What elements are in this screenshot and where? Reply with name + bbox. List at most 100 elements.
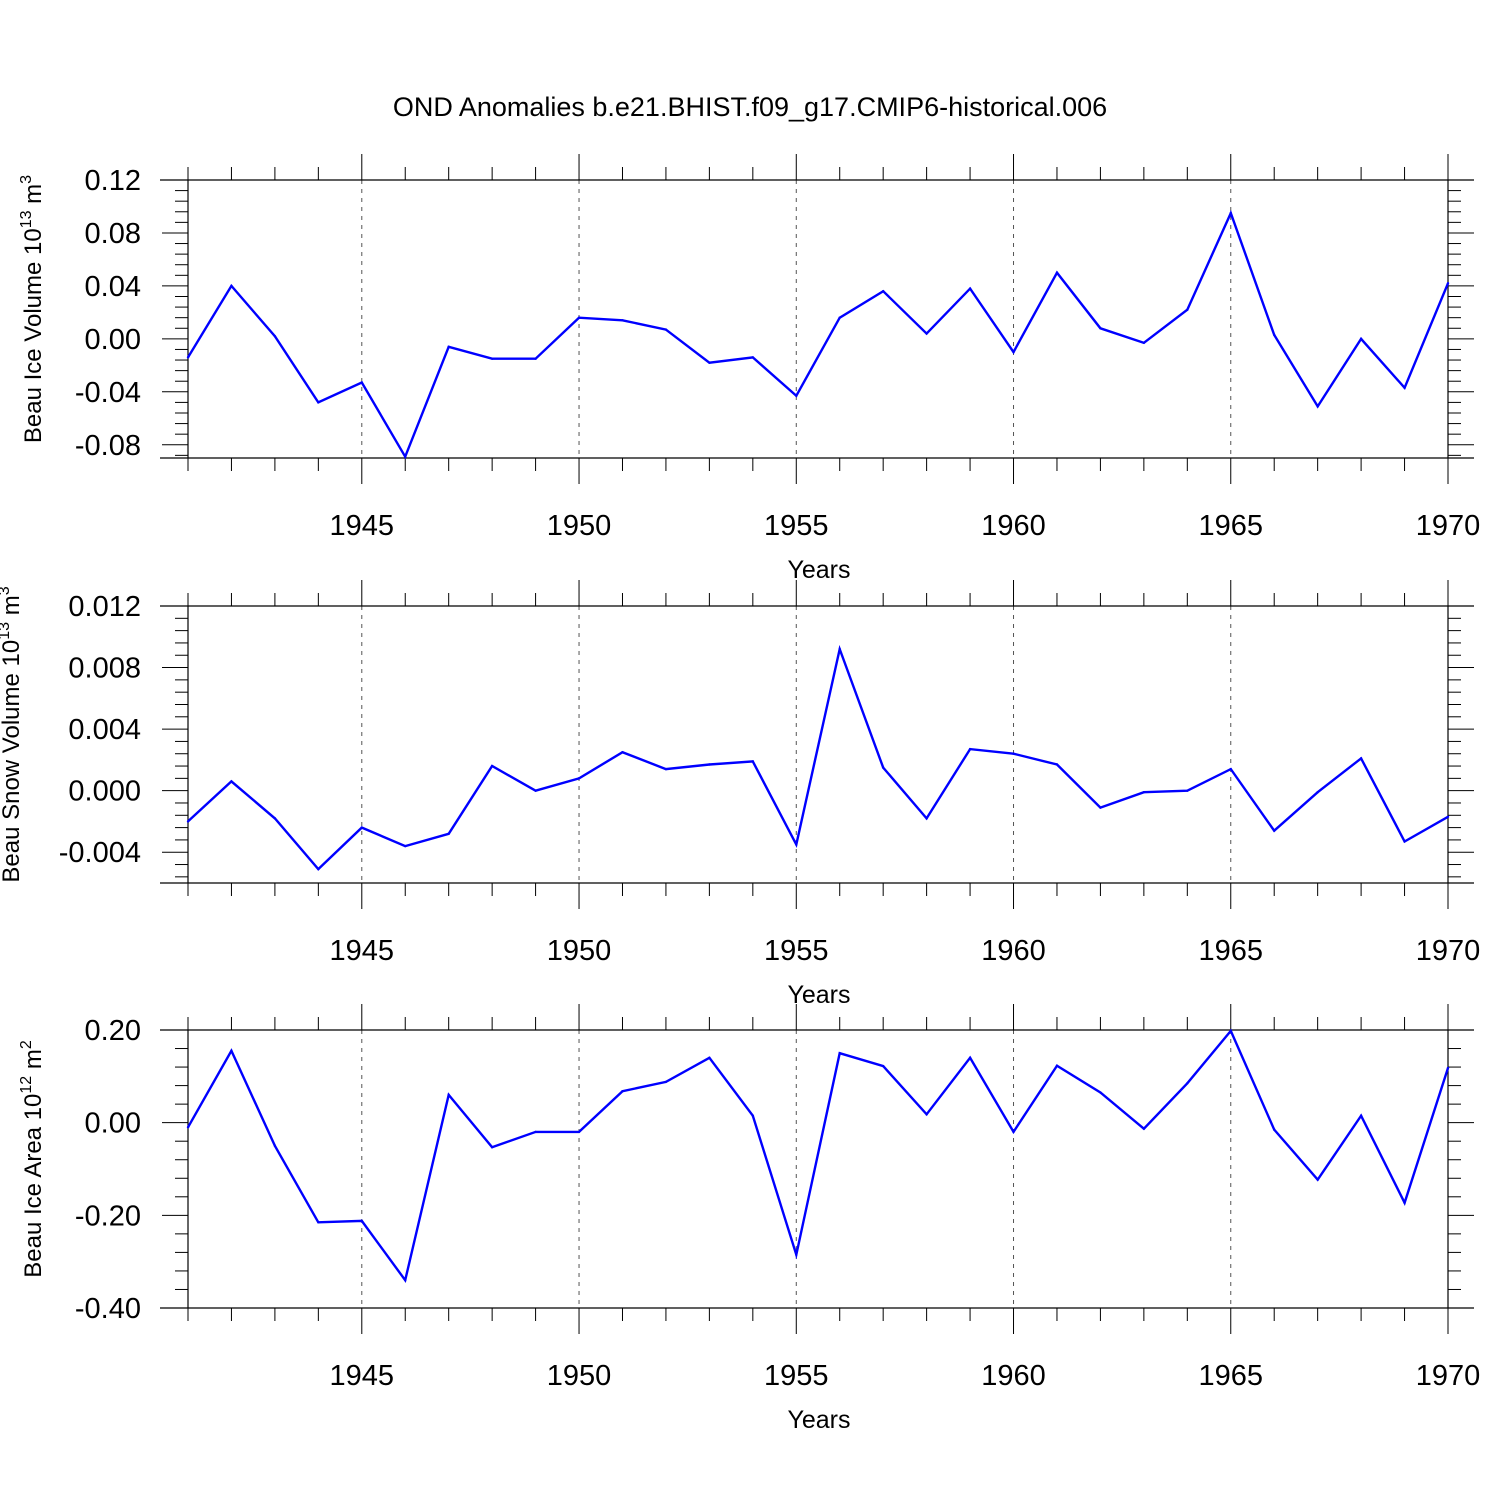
data-point: [1316, 405, 1319, 408]
data-point: [360, 381, 363, 384]
y-axis-label-superscript: 3: [0, 586, 13, 595]
y-axis-label-text: Beau Ice Volume 10: [20, 228, 47, 443]
data-point: [404, 455, 407, 458]
data-point: [795, 394, 798, 397]
panel-1: -0.08 -0.04 0.00 0.04 0.08 0.12 1945 1950 1955 19…: [18, 154, 1480, 584]
data-point: [881, 766, 885, 769]
data-point: [1012, 752, 1015, 755]
x-tick-label: 1970: [1416, 510, 1481, 542]
data-point: [186, 356, 190, 359]
data-point: [708, 1056, 711, 1060]
series-line: [186, 209, 1450, 460]
data-point: [1186, 1082, 1189, 1085]
series-line: [187, 644, 1449, 871]
data-point: [881, 290, 885, 293]
x-tick-label: 1970: [1416, 935, 1481, 967]
data-point: [447, 345, 450, 348]
x-tick-label: 1965: [1199, 510, 1264, 542]
y-axis-label-superscript: 13: [0, 622, 13, 640]
y-tick-label: 0.00: [85, 1108, 141, 1140]
data-point: [1229, 1029, 1232, 1033]
series-line: [186, 1028, 1450, 1284]
data-point: [621, 1089, 624, 1093]
x-tick-label: 1960: [981, 1360, 1046, 1392]
x-axis-label: Years: [787, 981, 850, 1009]
data-point: [1446, 815, 1450, 819]
data-point: [1055, 271, 1059, 274]
data-point: [1403, 840, 1406, 843]
data-point: [1142, 341, 1146, 345]
data-point: [490, 764, 494, 768]
data-point: [1273, 829, 1276, 832]
data-point: [925, 817, 928, 820]
data-point: [1273, 1128, 1276, 1131]
y-axis-label: Beau Ice Area 1012 m2: [18, 1040, 47, 1278]
y-tick-label: 0.00: [85, 324, 141, 356]
data-point: [838, 1051, 841, 1055]
x-tick-label: 1945: [330, 1360, 395, 1392]
data-point: [751, 356, 755, 359]
data-point: [1316, 1178, 1319, 1181]
data-point: [621, 750, 624, 754]
data-point: [1012, 350, 1015, 354]
data-point: [317, 401, 320, 404]
data-point: [1142, 1127, 1146, 1130]
data-point: [1403, 386, 1406, 390]
y-tick-label: 0.08: [85, 218, 141, 250]
data-point: [664, 1080, 668, 1084]
y-axis-label-text: m: [0, 595, 25, 622]
data-point: [1099, 327, 1102, 330]
x-tick-label: 1955: [764, 510, 829, 542]
data-point: [968, 747, 972, 751]
y-tick-label: -0.40: [75, 1293, 141, 1325]
y-axis-label: Beau Snow Volume 1013 m3: [0, 586, 25, 882]
x-tick-label: 1950: [547, 1360, 612, 1392]
data-point: [751, 760, 755, 763]
y-axis-label-superscript: 13: [18, 210, 35, 228]
data-point: [1316, 791, 1319, 794]
data-point: [577, 316, 581, 319]
data-point: [317, 1221, 320, 1224]
y-axis-label-superscript: 2: [18, 1040, 35, 1049]
x-tick-label: 1945: [330, 935, 395, 967]
data-point: [1273, 333, 1276, 337]
y-axis-label-text: Beau Snow Volume 10: [0, 640, 25, 883]
data-point: [1229, 211, 1232, 215]
y-tick-label: -0.004: [59, 837, 141, 869]
figure-title: OND Anomalies b.e21.BHIST.f09_g17.CMIP6-…: [393, 92, 1107, 122]
data-point: [1055, 763, 1059, 766]
data-point: [490, 1146, 494, 1149]
y-tick-label: 0.04: [85, 271, 141, 303]
data-point: [230, 1049, 233, 1053]
x-axis-label: Years: [787, 556, 850, 584]
x-tick-label: 1965: [1199, 1360, 1264, 1392]
data-point: [751, 1114, 755, 1117]
data-point: [577, 1130, 581, 1134]
data-point: [708, 361, 711, 364]
data-point: [664, 767, 668, 771]
data-point: [925, 1113, 928, 1116]
data-point: [360, 1219, 363, 1223]
data-point: [1099, 806, 1102, 809]
panels: -0.08 -0.04 0.00 0.04 0.08 0.12 1945 1950 1955 19…: [0, 154, 1480, 1434]
panel-3: -0.40 -0.20 0.00 0.20 1945 1950 1955 1960 1965 19…: [18, 1004, 1480, 1434]
data-point: [534, 789, 537, 792]
y-axis-label-text: m: [20, 1049, 47, 1076]
data-point: [838, 647, 841, 651]
data-point: [1446, 282, 1450, 285]
data-point: [1446, 1066, 1450, 1070]
x-tick-label: 1955: [764, 935, 829, 967]
x-tick-label: 1950: [547, 935, 612, 967]
x-tick-label: 1960: [981, 510, 1046, 542]
data-point: [795, 1253, 798, 1256]
y-axis-label-superscript: 12: [18, 1076, 35, 1094]
x-tick-label: 1965: [1199, 935, 1264, 967]
data-point: [273, 1144, 277, 1148]
data-point: [534, 1130, 537, 1134]
y-tick-label: 0.012: [68, 591, 141, 623]
data-point: [404, 844, 407, 848]
y-axis-label-superscript: 3: [18, 175, 35, 184]
y-axis-label: Beau Ice Volume 1013 m3: [18, 175, 47, 443]
data-point: [1099, 1091, 1102, 1094]
data-point: [1012, 1130, 1015, 1134]
